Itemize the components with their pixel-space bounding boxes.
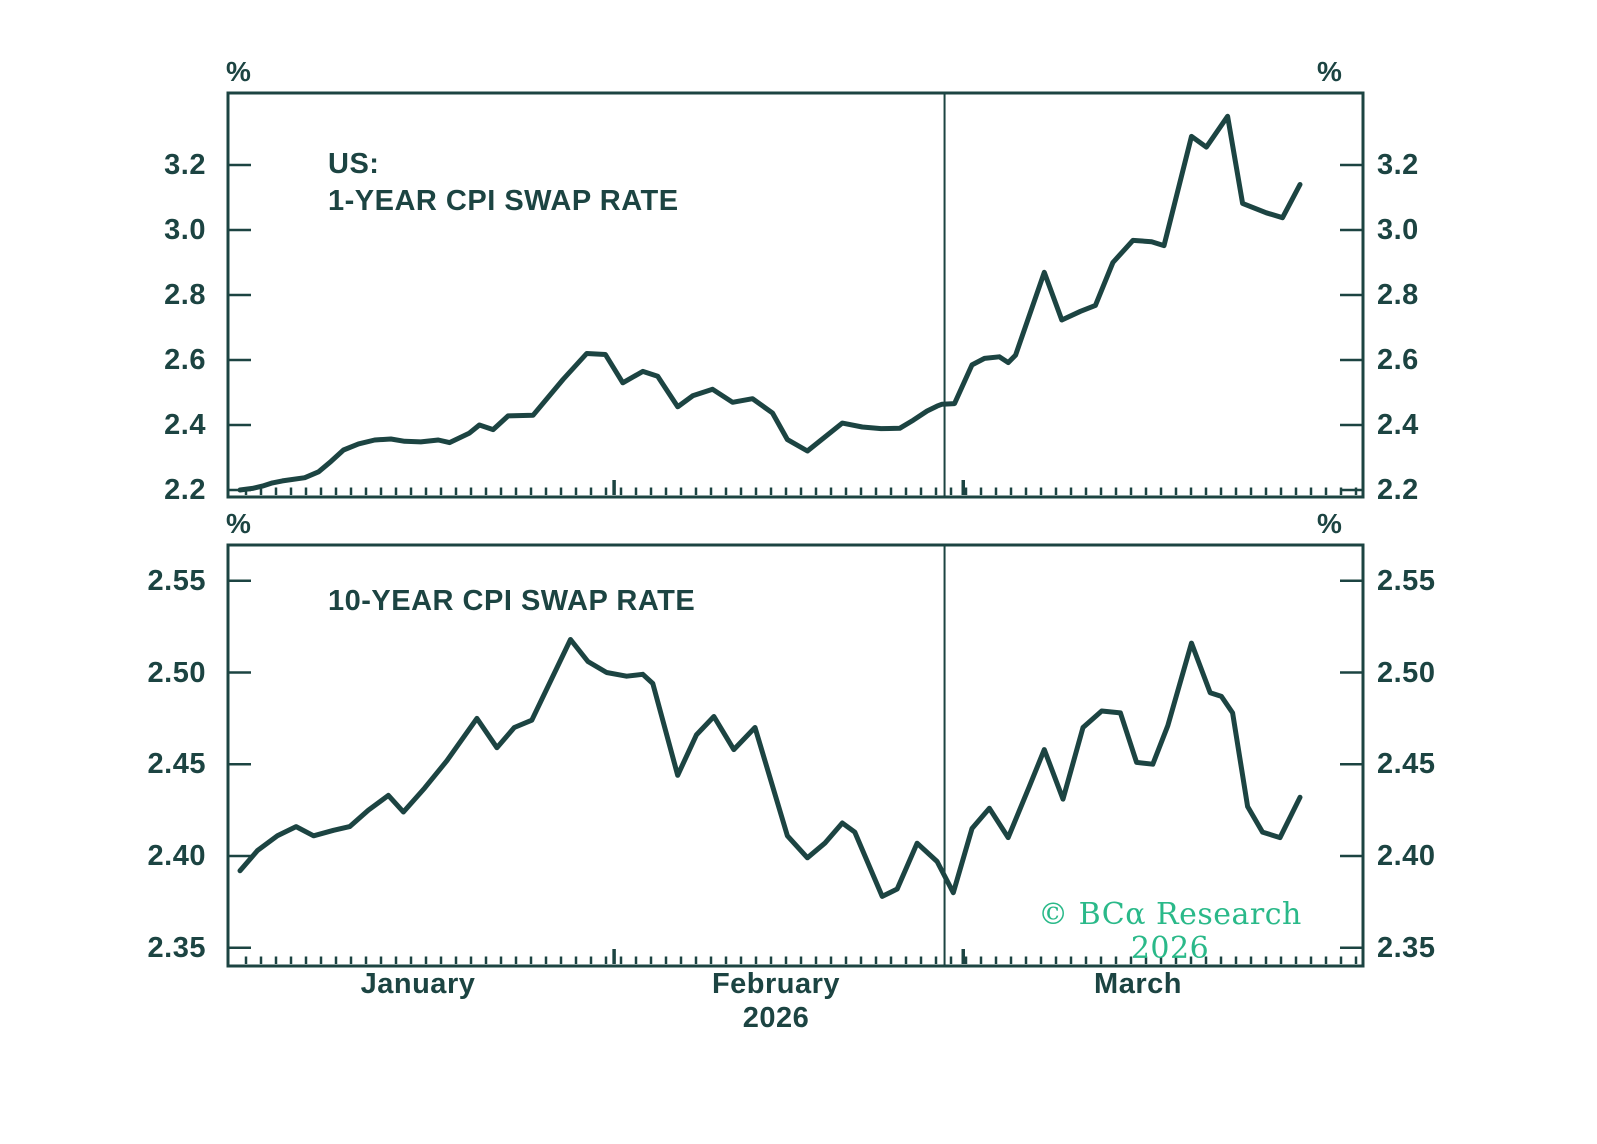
- y-tick-label-left-top: 3.0: [164, 214, 206, 246]
- unit-label-top-right: %: [1317, 56, 1343, 87]
- x-axis-label-january: January: [360, 968, 476, 1000]
- top-panel-title: US: 1-YEAR CPI SWAP RATE: [328, 146, 679, 220]
- y-tick-label-right-top: 2.2: [1377, 474, 1419, 506]
- y-tick-label-right-bottom: 2.50: [1377, 656, 1436, 689]
- y-tick-label-left-top: 2.8: [164, 279, 206, 311]
- x-axis-label-february: February: [711, 968, 841, 1000]
- panel-top: [226, 91, 1365, 499]
- y-tick-label-left-top: 2.4: [164, 409, 206, 441]
- y-tick-label-right-bottom: 2.55: [1377, 564, 1436, 597]
- y-tick-label-left-top: 3.2: [164, 149, 206, 181]
- top-panel-title-line1: US:: [328, 148, 380, 180]
- 10-year-cpi-swap-rate-line: [237, 637, 1303, 899]
- unit-label-bottom-right: %: [1317, 508, 1343, 539]
- y-tick-label-left-bottom: 2.35: [147, 931, 206, 964]
- unit-label-bottom-left: %: [226, 508, 252, 539]
- 1-year-cpi-swap-rate-line: [237, 113, 1303, 493]
- y-tick-label-left-top: 2.6: [164, 344, 206, 376]
- unit-label-top-left: %: [226, 56, 252, 87]
- y-tick-label-left-bottom: 2.40: [147, 840, 206, 872]
- y-tick-label-left-bottom: 2.55: [147, 564, 206, 597]
- y-tick-label-right-top: 2.4: [1377, 409, 1419, 441]
- panel-bottom: [226, 543, 1365, 968]
- y-tick-label-left-top: 2.2: [164, 474, 206, 506]
- top-panel-title-line2: 1-YEAR CPI SWAP RATE: [328, 185, 679, 217]
- y-tick-label-right-bottom: 2.40: [1377, 840, 1436, 872]
- y-tick-label-left-bottom: 2.45: [147, 748, 206, 781]
- y-tick-label-right-bottom: 2.35: [1377, 931, 1436, 964]
- y-tick-label-right-bottom: 2.45: [1377, 748, 1436, 781]
- panel-frame-top: [226, 91, 1365, 499]
- y-tick-label-right-top: 3.2: [1377, 149, 1419, 181]
- panel-frame-bottom: [226, 543, 1365, 968]
- y-tick-label-right-top: 2.6: [1377, 344, 1419, 376]
- y-tick-label-right-top: 2.8: [1377, 279, 1419, 311]
- bca-research-watermark: © BCα Research 2026: [1038, 897, 1302, 966]
- x-axis-label-year: 2026: [742, 1002, 810, 1034]
- x-axis-label-march: March: [1094, 968, 1182, 1000]
- bottom-panel-title: 10-YEAR CPI SWAP RATE: [328, 585, 696, 617]
- y-tick-label-right-top: 3.0: [1377, 214, 1419, 246]
- y-tick-label-left-bottom: 2.50: [147, 656, 206, 689]
